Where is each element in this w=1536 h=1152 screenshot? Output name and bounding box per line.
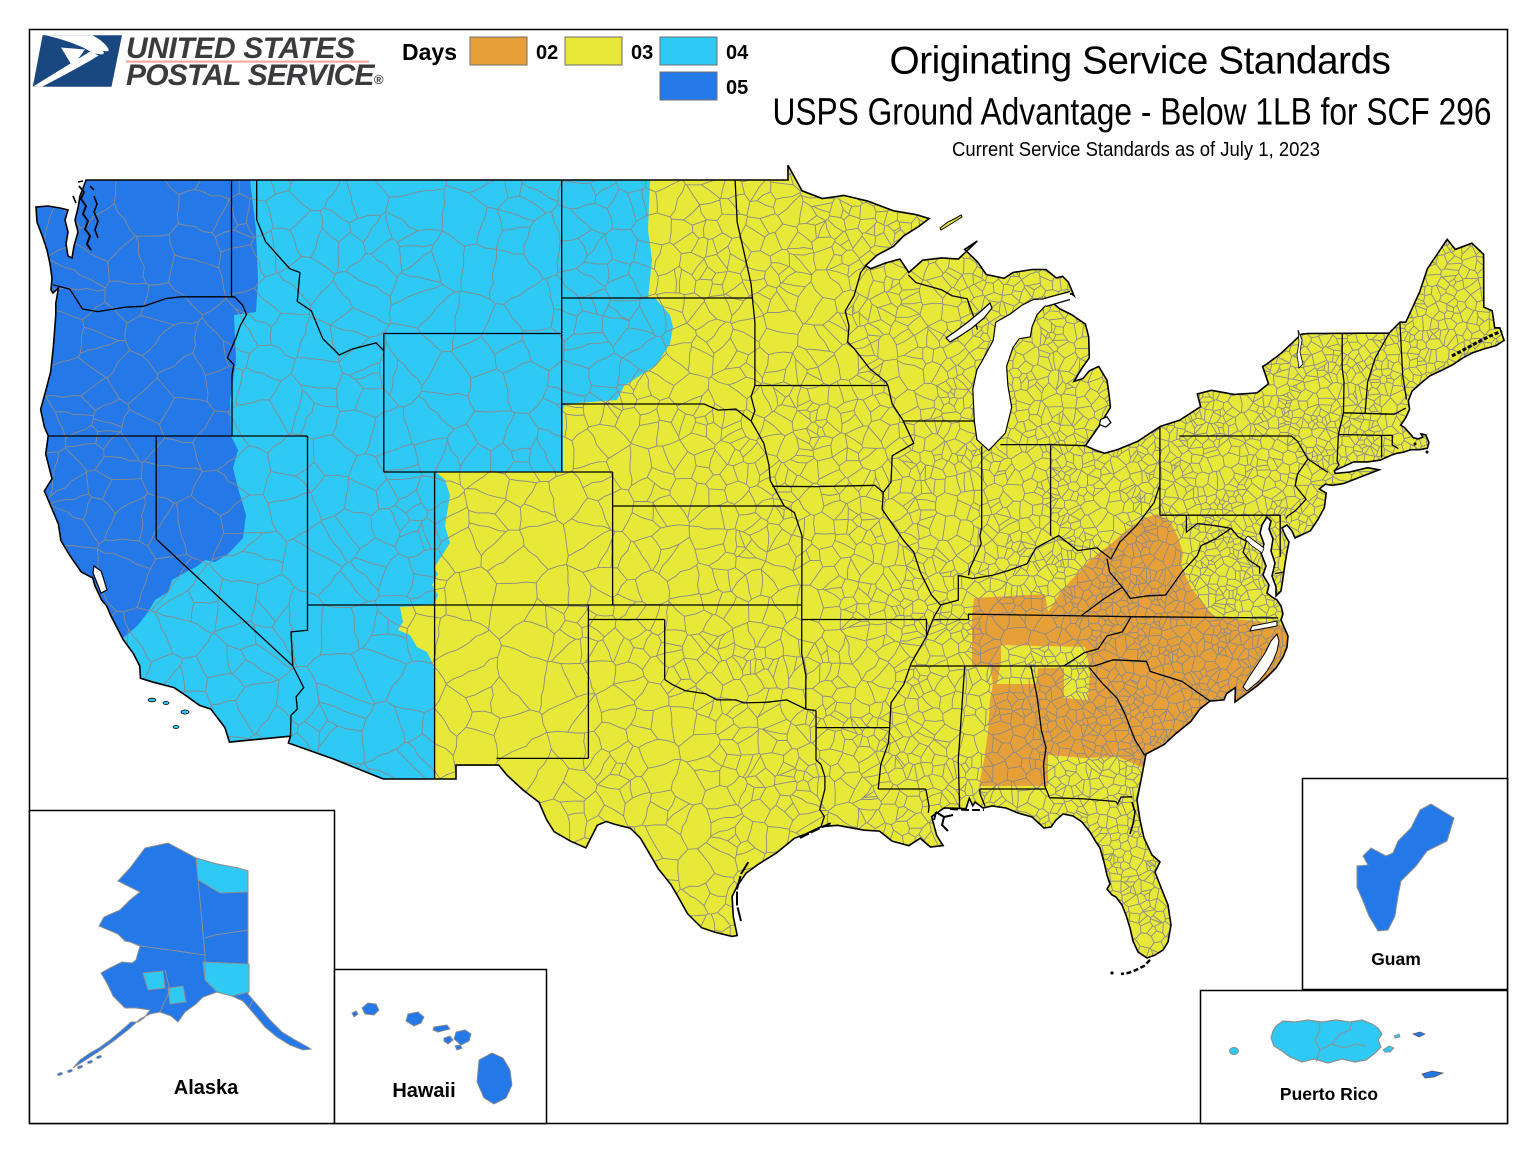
- svg-text:Hawaii: Hawaii: [392, 1080, 455, 1102]
- svg-text:Originating Service Standards: Originating Service Standards: [890, 40, 1391, 83]
- svg-text:Puerto Rico: Puerto Rico: [1280, 1084, 1378, 1104]
- svg-text:05: 05: [726, 77, 748, 99]
- svg-text:USPS Ground Advantage - Below: USPS Ground Advantage - Below 1LB for SC…: [773, 92, 1492, 134]
- svg-text:Current Service Standards as o: Current Service Standards as of July 1, …: [952, 138, 1320, 161]
- svg-text:Guam: Guam: [1371, 949, 1421, 969]
- svg-text:UNITED STATES: UNITED STATES: [126, 32, 355, 65]
- svg-text:POSTAL SERVICE®: POSTAL SERVICE®: [126, 59, 384, 92]
- svg-text:Alaska: Alaska: [174, 1077, 239, 1099]
- svg-text:02: 02: [536, 42, 558, 64]
- svg-text:03: 03: [631, 42, 653, 64]
- svg-text:04: 04: [726, 42, 749, 64]
- svg-text:Days: Days: [402, 39, 457, 65]
